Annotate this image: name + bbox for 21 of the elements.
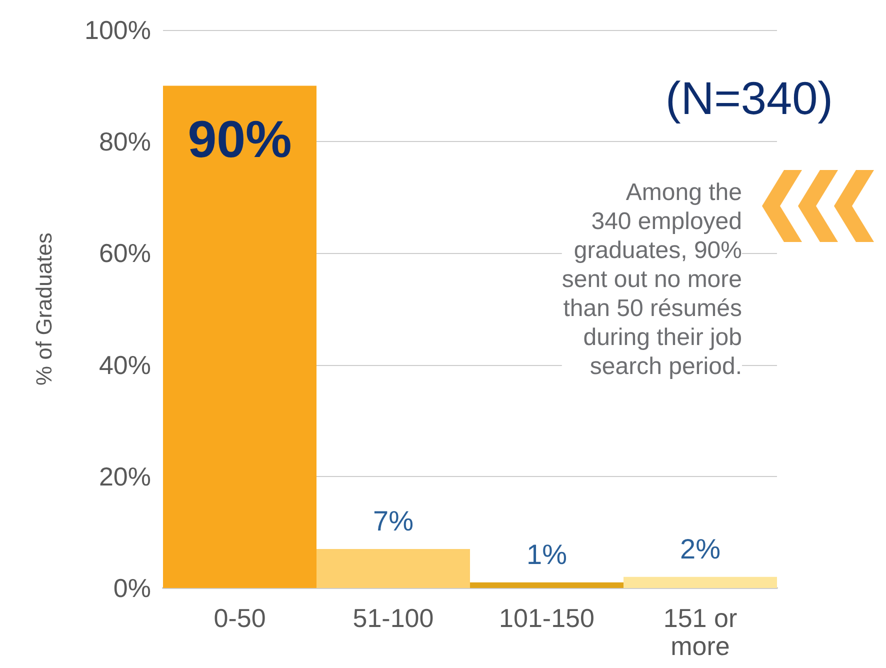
y-tick-label: 80% — [98, 126, 151, 157]
x-tick-label: 0-50 — [214, 603, 266, 633]
y-tick-label: 60% — [98, 238, 151, 268]
y-tick-label: 0% — [113, 573, 151, 603]
bar — [470, 582, 624, 588]
y-tick-label: 100% — [84, 15, 151, 45]
bar — [316, 548, 470, 588]
bar — [624, 576, 777, 588]
data-label: 90% — [188, 110, 292, 169]
text: (N=340) — [666, 72, 833, 124]
data-label: 1% — [526, 538, 567, 570]
x-tick-label: 151 or more — [663, 603, 738, 661]
x-tick-label: 51-100 — [352, 603, 434, 633]
x-tick-label: 101-150 — [499, 603, 594, 633]
y-tick-label: 40% — [98, 350, 151, 380]
y-tick-label: 20% — [98, 461, 151, 492]
data-label: 2% — [680, 533, 720, 564]
data-label: 7% — [373, 505, 414, 536]
bar — [163, 86, 316, 588]
y-axis-title: % of Graduates — [32, 232, 56, 386]
annotation: Among the 340 employed graduates, 90% sent out no more than 50 résumés during their job search period. — [562, 179, 742, 380]
